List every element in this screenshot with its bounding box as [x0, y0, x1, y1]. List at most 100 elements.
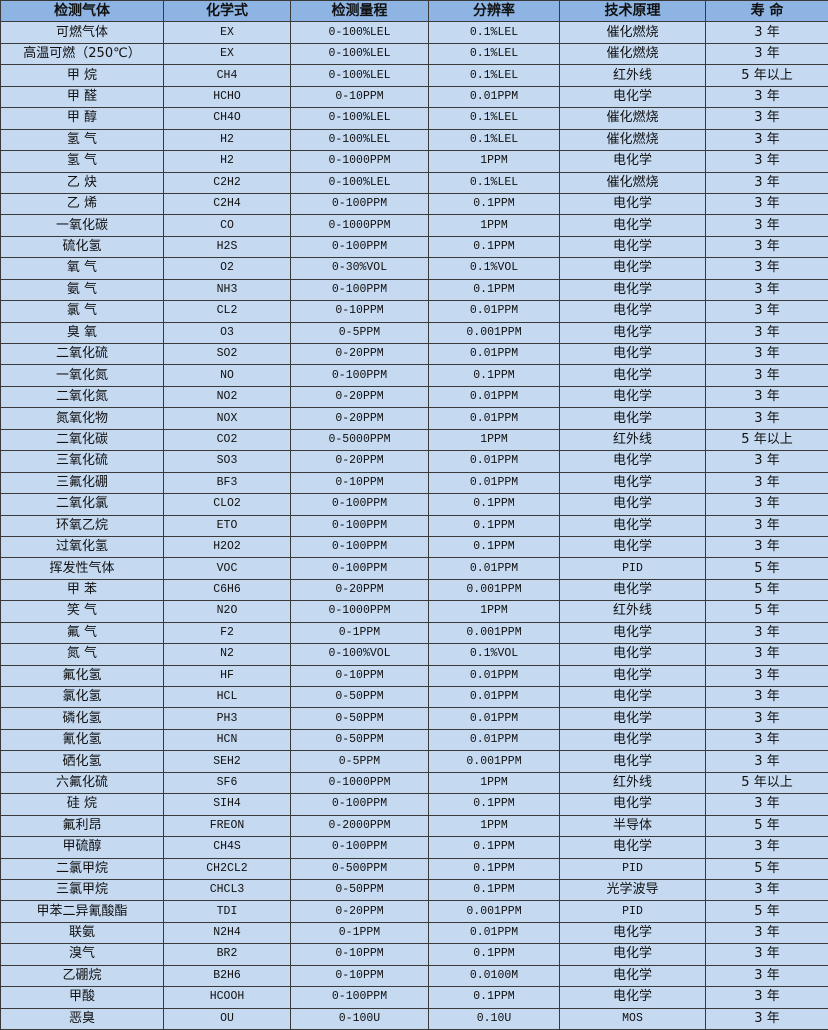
cell-gas-name: 六氟化硫 [0, 771, 164, 795]
cell-resolution: 0.001PPM [428, 900, 560, 923]
cell-resolution: 0.01PPM [428, 300, 560, 323]
cell-formula: CLO2 [163, 493, 291, 516]
table-row: 三氧化硫 SO3 0-20PPM 0.01PPM 电化学 3 年 [0, 450, 828, 473]
cell-resolution: 0.1%VOL [428, 257, 560, 280]
cell-range: 0-5PPM [290, 750, 429, 773]
table-row: 氮氧化物 NOX 0-20PPM 0.01PPM 电化学 3 年 [0, 407, 828, 430]
table-row: 三氟化硼 BF3 0-10PPM 0.01PPM 电化学 3 年 [0, 471, 828, 495]
cell-formula: CH4 [163, 64, 291, 87]
cell-range: 0-100PPM [290, 557, 429, 580]
cell-formula: EX [163, 21, 291, 44]
table-row: 氰化氢 HCN 0-50PPM 0.01PPM 电化学 3 年 [0, 728, 828, 752]
cell-lifespan: 5 年以上 [705, 428, 828, 452]
cell-principle: PID [559, 557, 706, 580]
cell-principle: 半导体 [559, 814, 706, 838]
table-row: 六氟化硫 SF6 0-1000PPM 1PPM 红外线 5 年以上 [0, 771, 828, 795]
table-row: 甲 烷 CH4 0-100%LEL 0.1%LEL 红外线 5 年以上 [0, 64, 828, 87]
cell-formula: O3 [163, 321, 291, 345]
cell-gas-name: 氧 气 [0, 257, 164, 280]
cell-gas-name: 环氧乙烷 [0, 514, 164, 537]
cell-principle: MOS [559, 1007, 706, 1030]
cell-lifespan: 3 年 [705, 793, 828, 816]
cell-resolution: 0.01PPM [428, 385, 560, 409]
cell-gas-name: 三氧化硫 [0, 450, 164, 473]
cell-gas-name: 氢 气 [0, 150, 164, 173]
cell-lifespan: 3 年 [705, 214, 828, 237]
table-row: 过氧化氢 H2O2 0-100PPM 0.1PPM 电化学 3 年 [0, 535, 828, 559]
cell-formula: CL2 [163, 300, 291, 323]
cell-range: 0-100%LEL [290, 128, 429, 152]
cell-lifespan: 3 年 [705, 235, 828, 259]
cell-formula: SF6 [163, 771, 291, 795]
table-row: 高温可燃（250℃） EX 0-100%LEL 0.1%LEL 催化燃烧 3 年 [0, 42, 828, 66]
cell-range: 0-30%VOL [290, 257, 429, 280]
cell-resolution: 1PPM [428, 600, 560, 623]
cell-resolution: 0.01PPM [428, 664, 560, 688]
cell-gas-name: 臭 氧 [0, 321, 164, 345]
table-row: 磷化氢 PH3 0-50PPM 0.01PPM 电化学 3 年 [0, 707, 828, 730]
table-row: 甲酸 HCOOH 0-100PPM 0.1PPM 电化学 3 年 [0, 986, 828, 1009]
cell-formula: CO2 [163, 428, 291, 452]
cell-resolution: 0.1PPM [428, 857, 560, 880]
cell-formula: H2 [163, 150, 291, 173]
cell-lifespan: 3 年 [705, 728, 828, 752]
cell-range: 0-1PPM [290, 621, 429, 645]
cell-resolution: 0.001PPM [428, 750, 560, 773]
cell-range: 0-50PPM [290, 728, 429, 752]
table-row: 甲苯二异氰酸酯 TDI 0-20PPM 0.001PPM PID 5 年 [0, 900, 828, 923]
cell-formula: SO3 [163, 450, 291, 473]
cell-lifespan: 3 年 [705, 986, 828, 1009]
cell-lifespan: 3 年 [705, 407, 828, 430]
cell-resolution: 0.001PPM [428, 578, 560, 602]
cell-principle: 催化燃烧 [559, 128, 706, 152]
table-row: 氢 气 H2 0-100%LEL 0.1%LEL 催化燃烧 3 年 [0, 128, 828, 152]
cell-formula: CO [163, 214, 291, 237]
cell-lifespan: 5 年 [705, 557, 828, 580]
cell-range: 0-10PPM [290, 471, 429, 495]
cell-formula: BF3 [163, 471, 291, 495]
cell-principle: 红外线 [559, 771, 706, 795]
cell-range: 0-1000PPM [290, 600, 429, 623]
cell-resolution: 0.01PPM [428, 471, 560, 495]
cell-resolution: 1PPM [428, 428, 560, 452]
cell-resolution: 1PPM [428, 150, 560, 173]
cell-range: 0-10PPM [290, 664, 429, 688]
cell-gas-name: 三氟化硼 [0, 471, 164, 495]
cell-principle: 电化学 [559, 192, 706, 216]
cell-formula: N2H4 [163, 921, 291, 945]
cell-gas-name: 三氯甲烷 [0, 878, 164, 902]
table-row: 氧 气 O2 0-30%VOL 0.1%VOL 电化学 3 年 [0, 257, 828, 280]
cell-gas-name: 二氧化氮 [0, 385, 164, 409]
cell-gas-name: 乙硼烷 [0, 964, 164, 988]
cell-range: 0-10PPM [290, 300, 429, 323]
table-row: 二氧化碳 CO2 0-5000PPM 1PPM 红外线 5 年以上 [0, 428, 828, 452]
cell-resolution: 0.1PPM [428, 235, 560, 259]
cell-range: 0-100%LEL [290, 171, 429, 194]
cell-gas-name: 乙 炔 [0, 171, 164, 194]
table-row: 硒化氢 SEH2 0-5PPM 0.001PPM 电化学 3 年 [0, 750, 828, 773]
cell-gas-name: 甲 醇 [0, 107, 164, 130]
table-row: 甲 醇 CH4O 0-100%LEL 0.1%LEL 催化燃烧 3 年 [0, 107, 828, 130]
cell-resolution: 0.1%LEL [428, 64, 560, 87]
column-header-gas-name: 检测气体 [0, 0, 164, 23]
cell-principle: 电化学 [559, 621, 706, 645]
column-header-range: 检测量程 [290, 0, 429, 23]
cell-lifespan: 3 年 [705, 150, 828, 173]
cell-resolution: 0.1PPM [428, 514, 560, 537]
cell-gas-name: 高温可燃（250℃） [0, 42, 164, 66]
cell-gas-name: 硫化氢 [0, 235, 164, 259]
cell-gas-name: 氨 气 [0, 278, 164, 302]
cell-range: 0-100%LEL [290, 107, 429, 130]
cell-principle: 电化学 [559, 986, 706, 1009]
cell-lifespan: 3 年 [705, 107, 828, 130]
cell-resolution: 0.1%LEL [428, 21, 560, 44]
cell-range: 0-10PPM [290, 964, 429, 988]
cell-principle: 电化学 [559, 535, 706, 559]
cell-principle: 电化学 [559, 471, 706, 495]
cell-resolution: 0.01PPM [428, 557, 560, 580]
cell-range: 0-100PPM [290, 535, 429, 559]
cell-range: 0-500PPM [290, 857, 429, 880]
cell-range: 0-20PPM [290, 900, 429, 923]
cell-range: 0-1000PPM [290, 214, 429, 237]
cell-principle: 电化学 [559, 943, 706, 966]
